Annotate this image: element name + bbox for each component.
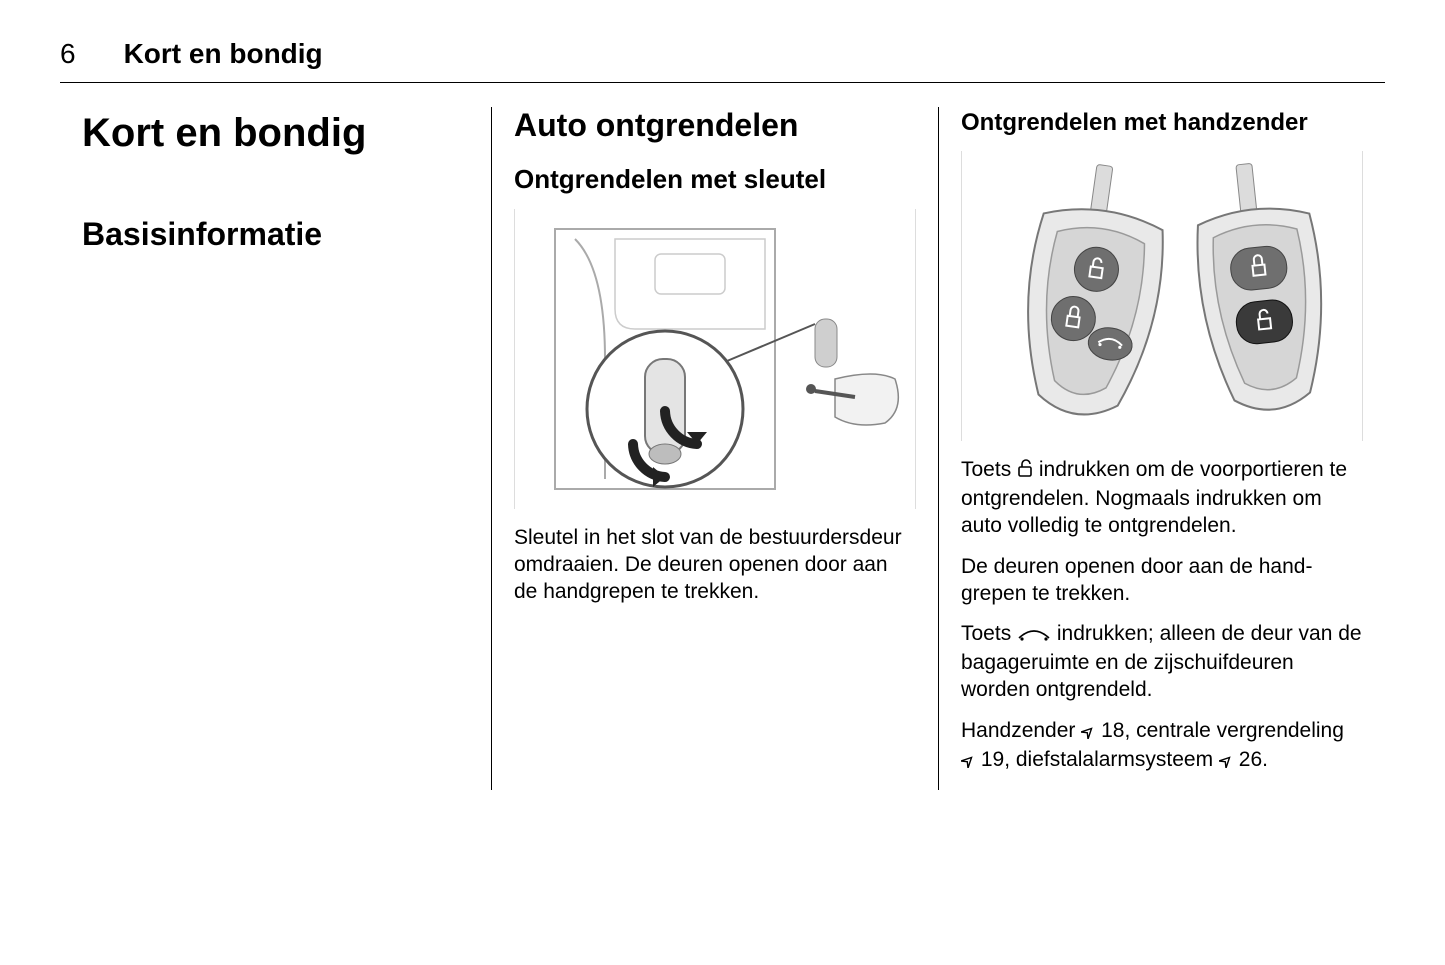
running-header: 6 Kort en bondig: [60, 38, 1385, 83]
section-title: Basisinformatie: [82, 216, 469, 253]
col3-p1: Toets indrukken om de voorportie­ren te …: [961, 457, 1363, 540]
col3-p4b: 18, centrale vergren­deling: [1101, 719, 1344, 742]
column-1: Kort en bondig Basisinformatie: [60, 107, 491, 790]
reference-arrow-icon: [1219, 749, 1233, 776]
key-door-illustration-svg: [515, 209, 915, 509]
col2-subheading: Ontgrendelen met sleutel: [514, 164, 916, 195]
col3-p3: Toets indrukken; alleen de deur van de b…: [961, 621, 1363, 704]
chapter-title: Kort en bondig: [82, 111, 469, 156]
remote-fobs-illustration-svg: [962, 151, 1362, 441]
reference-arrow-icon: [1081, 720, 1095, 747]
figure-key-in-door: [514, 209, 916, 509]
column-3: Ontgrendelen met handzender: [939, 107, 1385, 790]
col3-p2: De deuren openen door aan de hand­grepen…: [961, 554, 1363, 608]
reference-arrow-icon: [961, 749, 975, 776]
unlock-icon: [1017, 458, 1033, 486]
col3-p4c: 19, diefstalalarmsysteem: [981, 748, 1219, 771]
col2-heading: Auto ontgrendelen: [514, 107, 916, 144]
page-number: 6: [60, 38, 76, 70]
three-column-layout: Kort en bondig Basisinformatie Auto ontg…: [60, 107, 1385, 790]
manual-page: 6 Kort en bondig Kort en bondig Basisinf…: [0, 0, 1445, 810]
figure-remote-fobs: [961, 151, 1363, 441]
col3-p1a: Toets: [961, 458, 1017, 481]
tailgate-icon: [1017, 623, 1051, 650]
col3-heading: Ontgrendelen met handzender: [961, 109, 1363, 137]
col2-paragraph: Sleutel in het slot van de bestuurders­d…: [514, 525, 916, 606]
col3-p4a: Handzender: [961, 719, 1081, 742]
column-2: Auto ontgrendelen Ontgrendelen met sleut…: [491, 107, 939, 790]
col3-p4d: 26.: [1239, 748, 1268, 771]
col3-p3a: Toets: [961, 622, 1017, 645]
col3-p4: Handzender 18, centrale vergren­deling 1…: [961, 718, 1363, 776]
running-section-title: Kort en bondig: [124, 38, 323, 70]
